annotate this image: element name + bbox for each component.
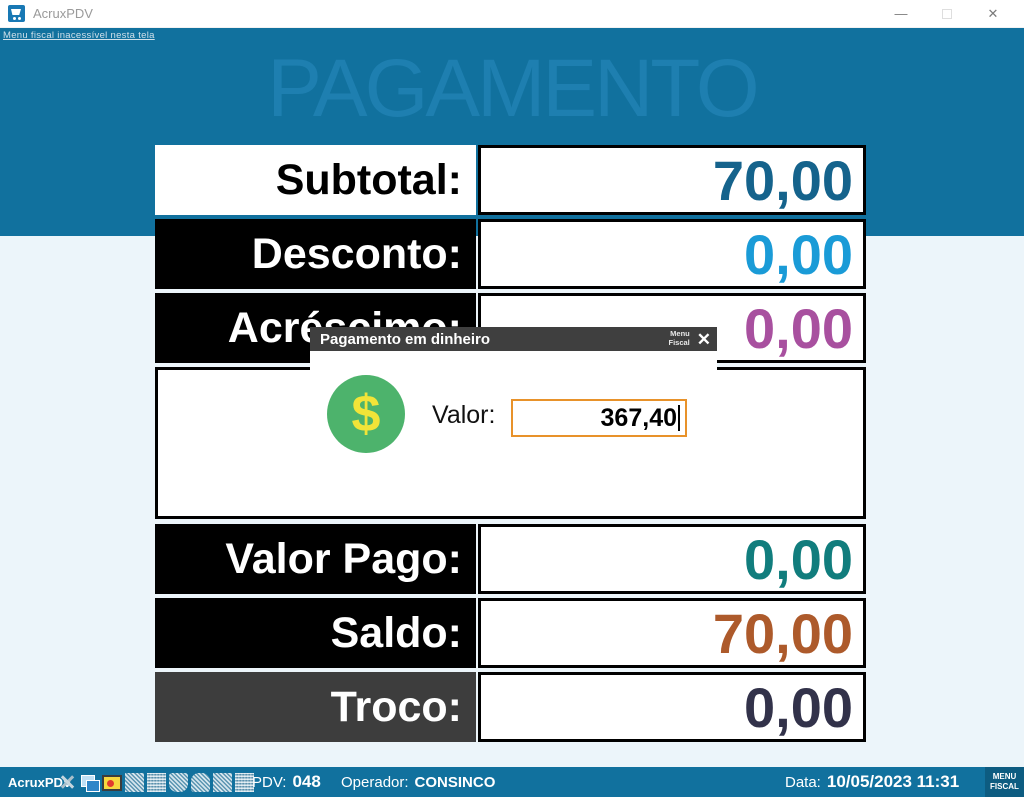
terminal-icon	[147, 772, 166, 792]
window-titlebar: AcruxPDV — ✕	[0, 0, 1024, 28]
subtotal-label: Subtotal:	[155, 145, 476, 215]
valor-input-value: 367,40	[600, 403, 677, 432]
close-button[interactable]: ✕	[987, 5, 999, 21]
date-value: 10/05/2023 11:31	[826, 772, 960, 791]
troco-label: Troco:	[155, 672, 476, 742]
printer-icon	[125, 772, 144, 792]
date-group: Data: 10/05/2023 11:31	[785, 767, 959, 797]
troco-row: Troco: 0,00	[155, 672, 866, 742]
window-title: AcruxPDV	[33, 6, 93, 21]
menu-fiscal-line2: FISCAL	[990, 782, 1019, 791]
text-caret	[678, 405, 680, 431]
valor-pago-value: 0,00	[478, 524, 866, 594]
keypad-icon	[235, 772, 254, 792]
dialog-close-icon[interactable]: ✕	[696, 329, 711, 349]
maximize-icon	[942, 8, 952, 19]
valor-field-label: Valor:	[432, 401, 496, 429]
payment-screen-icon[interactable]	[102, 774, 122, 791]
payment-panel	[155, 367, 866, 519]
minimize-button[interactable]: —	[894, 6, 908, 21]
window-controls: — ✕	[878, 0, 1016, 27]
monitors-icon[interactable]	[80, 773, 100, 792]
pdv-label: PDV:	[252, 773, 287, 791]
shield-icon	[169, 772, 188, 792]
desconto-label: Desconto:	[155, 219, 476, 289]
date-label: Data:	[785, 773, 821, 791]
menu-fiscal-button[interactable]: MENU FISCAL	[985, 767, 1024, 797]
saldo-label: Saldo:	[155, 598, 476, 668]
statusbar-app-name: AcruxPDV	[8, 774, 72, 790]
menu-fiscal-line1: MENU	[992, 772, 1017, 782]
dialog-body	[310, 351, 717, 371]
page-title: PAGAMENTO	[267, 43, 759, 134]
operator-name: CONSINCO	[414, 773, 496, 791]
desconto-value: 0,00	[478, 219, 866, 289]
cash-dialog-title: Pagamento em dinheiro	[320, 330, 491, 348]
valor-pago-label: Valor Pago:	[155, 524, 476, 594]
fiscal-menu-notice: Menu fiscal inacessível nesta tela	[3, 30, 155, 41]
cash-money-icon: $	[327, 375, 405, 453]
maximize-button	[924, 0, 970, 27]
valor-input[interactable]: 367,40	[511, 399, 687, 437]
document-icon	[213, 772, 232, 792]
subtotal-row: Subtotal: 70,00	[155, 145, 866, 215]
pdv-number: 048	[292, 772, 321, 791]
operator-group: Operador: CONSINCO	[341, 767, 495, 797]
saldo-value: 70,00	[478, 598, 866, 668]
dialog-menu-fiscal-line1: Menu	[670, 329, 690, 339]
cash-dialog-titlebar[interactable]: Pagamento em dinheiro Menu Fiscal ✕	[310, 327, 717, 351]
status-bar: AcruxPDV PDV: 048 Operador: CONSINCO Dat…	[0, 767, 1024, 797]
saldo-row: Saldo: 70,00	[155, 598, 866, 668]
tools-icon[interactable]	[58, 773, 77, 792]
dialog-menu-fiscal-line2: Fiscal	[668, 338, 690, 347]
dialog-menu-fiscal-button[interactable]: Menu Fiscal	[668, 330, 689, 347]
pdv-group: PDV: 048	[252, 767, 321, 797]
cart-logo-icon	[8, 5, 25, 22]
valor-pago-row: Valor Pago: 0,00	[155, 524, 866, 594]
statusbar-icon-strip	[58, 767, 257, 797]
subtotal-value: 70,00	[478, 145, 866, 215]
operator-label: Operador:	[341, 773, 409, 791]
troco-value: 0,00	[478, 672, 866, 742]
dollar-sign-glyph: $	[351, 385, 381, 443]
user-icon	[191, 772, 210, 792]
desconto-row: Desconto: 0,00	[155, 219, 866, 289]
